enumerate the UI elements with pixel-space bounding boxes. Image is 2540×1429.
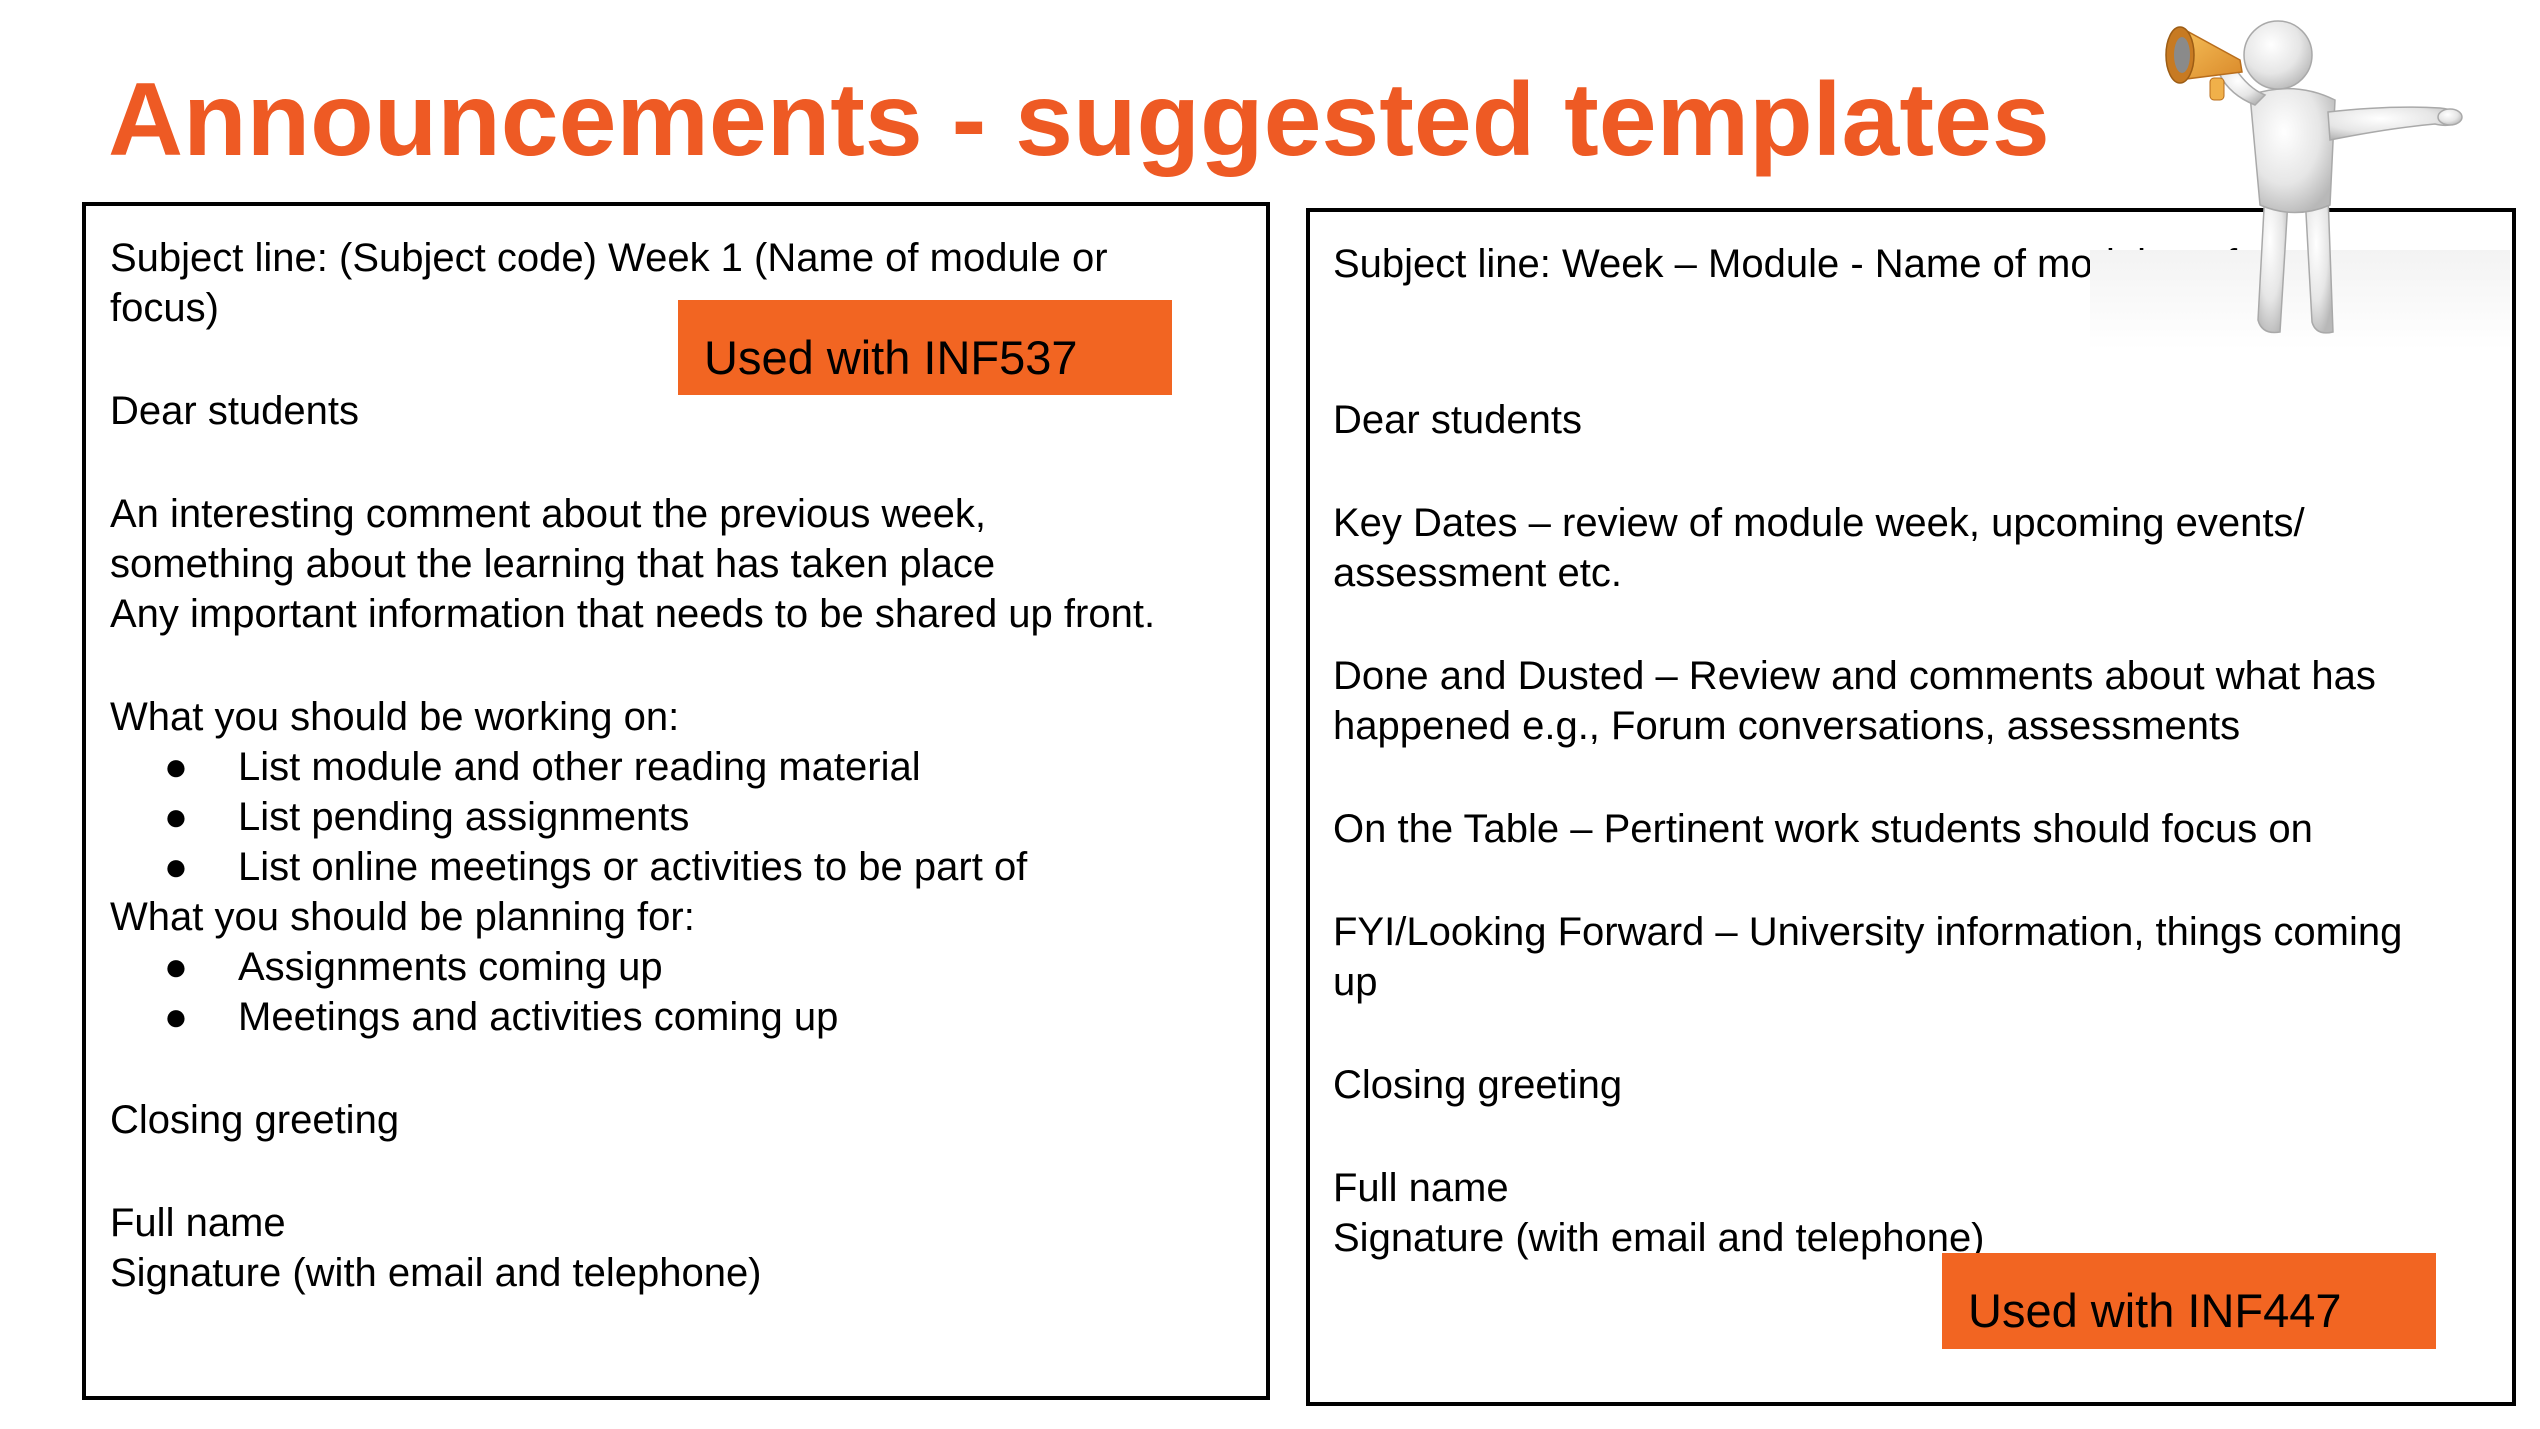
bullet-icon: ● [163,995,189,1039]
right-template-text: Subject line: Week – Module - Name of mo… [1333,239,2493,1263]
left-comment-2: something about the learning that has ta… [110,542,996,586]
right-template-box [1306,208,2516,1406]
right-signature: Signature (with email and telephone) [1333,1216,1985,1260]
left-subject-line-1: Subject line: (Subject code) Week 1 (Nam… [110,236,1108,280]
left-working-heading: What you should be working on: [110,695,680,739]
left-planning-heading: What you should be planning for: [110,895,695,939]
right-done-1: Done and Dusted – Review and comments ab… [1333,654,2376,698]
left-comment-1: An interesting comment about the previou… [110,492,987,536]
list-item: ● List pending assignments [110,792,1250,842]
left-full-name: Full name [110,1201,286,1245]
right-fyi-1: FYI/Looking Forward – University informa… [1333,910,2403,954]
page-title: Announcements - suggested templates [108,62,2050,178]
left-working-list: ● List module and other reading material … [110,742,1250,892]
list-item: ● List module and other reading material [110,742,1250,792]
right-full-name: Full name [1333,1166,1509,1210]
left-template-box [82,202,1270,1400]
bullet-icon: ● [163,845,189,889]
right-closing: Closing greeting [1333,1063,1623,1107]
right-on-table: On the Table – Pertinent work students s… [1333,807,2313,851]
left-template-text: Subject line: (Subject code) Week 1 (Nam… [110,233,1250,1298]
right-key-dates-1: Key Dates – review of module week, upcom… [1333,501,2305,545]
left-signature: Signature (with email and telephone) [110,1251,762,1295]
bullet-icon: ● [163,945,189,989]
inf447-tag: Used with INF447 [1942,1253,2436,1349]
left-greeting: Dear students [110,389,360,433]
inf537-tag: Used with INF537 [678,300,1172,395]
bullet-icon: ● [163,795,189,839]
left-closing: Closing greeting [110,1098,400,1142]
bullet-icon: ● [163,745,189,789]
right-key-dates-2: assessment etc. [1333,551,1623,595]
left-subject-line-2: focus) [110,286,219,330]
list-item: ● List online meetings or activities to b… [110,842,1250,892]
right-done-2: happened e.g., Forum conversations, asse… [1333,704,2241,748]
person-with-megaphone-icon [2090,0,2540,350]
right-greeting: Dear students [1333,398,1583,442]
list-item: ● Assignments coming up [110,942,1250,992]
list-item: ● Meetings and activities coming up [110,992,1250,1042]
right-fyi-2: up [1333,960,1378,1004]
left-comment-3: Any important information that needs to … [110,592,1156,636]
left-planning-list: ● Assignments coming up ● Meetings and act… [110,942,1250,1042]
